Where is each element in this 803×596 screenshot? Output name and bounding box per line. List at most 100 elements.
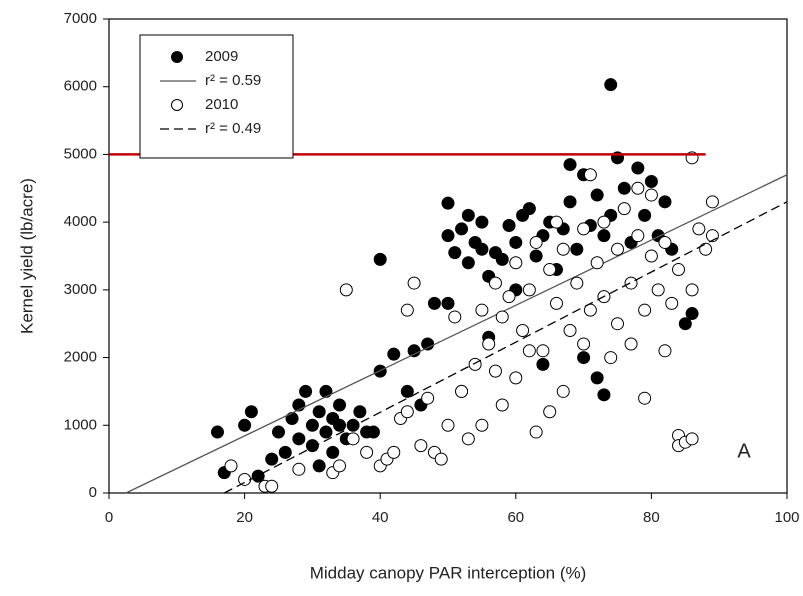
data-point: [644, 188, 658, 202]
data-point: [570, 242, 584, 256]
data-point: [475, 418, 489, 432]
legend-label: 2009: [205, 48, 238, 65]
data-point: [475, 215, 489, 229]
data-point: [468, 357, 482, 371]
data-point: [373, 252, 387, 266]
data-point: [624, 337, 638, 351]
data-point: [455, 222, 469, 236]
data-point: [522, 202, 536, 216]
data-point: [299, 384, 313, 398]
data-point: [387, 347, 401, 361]
data-point: [387, 445, 401, 459]
legend-label: r² = 0.59: [205, 72, 261, 89]
legend-marker: [171, 99, 183, 111]
fit-line: [223, 201, 788, 494]
x-axis-label: Midday canopy PAR interception (%): [310, 563, 587, 582]
data-point: [441, 418, 455, 432]
data-point: [441, 196, 455, 210]
data-point: [590, 188, 604, 202]
data-point: [685, 432, 699, 446]
data-point: [597, 388, 611, 402]
x-tick-label: 20: [236, 509, 253, 526]
fit-line: [125, 174, 788, 494]
data-point: [475, 303, 489, 317]
data-point: [238, 418, 252, 432]
data-point: [556, 384, 570, 398]
data-point: [251, 469, 265, 483]
x-tick-label: 80: [643, 509, 660, 526]
data-point: [305, 439, 319, 453]
data-point: [488, 276, 502, 290]
data-point: [590, 256, 604, 270]
y-tick-label: 0: [89, 484, 97, 501]
data-point: [638, 208, 652, 222]
data-point: [333, 459, 347, 473]
data-point: [502, 219, 516, 233]
data-point: [631, 229, 645, 243]
data-point: [353, 405, 367, 419]
data-point: [631, 181, 645, 195]
data-point: [319, 425, 333, 439]
data-point: [333, 398, 347, 412]
legend-marker: [171, 51, 183, 63]
data-point: [638, 303, 652, 317]
data-point: [665, 296, 679, 310]
data-point: [570, 276, 584, 290]
data-point: [400, 384, 414, 398]
data-point: [638, 391, 652, 405]
data-point: [285, 412, 299, 426]
legend-label: r² = 0.49: [205, 120, 261, 137]
data-point: [590, 371, 604, 385]
data-point: [305, 418, 319, 432]
y-tick-label: 6000: [64, 78, 97, 95]
data-point: [495, 398, 509, 412]
data-point: [624, 276, 638, 290]
data-point: [312, 405, 326, 419]
data-point: [536, 344, 550, 358]
data-point: [631, 161, 645, 175]
data-point: [400, 405, 414, 419]
data-point: [448, 246, 462, 260]
x-tick-label: 100: [774, 509, 799, 526]
data-point: [427, 296, 441, 310]
plot-frame: [108, 18, 788, 494]
data-point: [292, 432, 306, 446]
data-point: [238, 472, 252, 486]
data-point: [495, 310, 509, 324]
data-point: [617, 181, 631, 195]
y-tick-label: 2000: [64, 349, 97, 366]
data-point: [400, 303, 414, 317]
data-point: [705, 195, 719, 209]
data-point: [658, 195, 672, 209]
y-tick-label: 5000: [64, 145, 97, 162]
data-point: [685, 283, 699, 297]
data-point: [210, 425, 224, 439]
y-tick-label: 7000: [64, 10, 97, 27]
data-point: [319, 384, 333, 398]
data-point: [509, 371, 523, 385]
x-tick-label: 0: [105, 509, 113, 526]
data-point: [658, 344, 672, 358]
data-point: [577, 337, 591, 351]
data-point: [644, 175, 658, 189]
data-point: [577, 351, 591, 365]
data-point: [658, 235, 672, 249]
data-point: [455, 384, 469, 398]
data-point: [529, 425, 543, 439]
data-point: [495, 252, 509, 266]
data-point: [604, 351, 618, 365]
data-point: [692, 222, 706, 236]
data-point: [611, 242, 624, 256]
data-point: [448, 310, 462, 324]
data-point: [346, 418, 360, 432]
data-point: [333, 418, 347, 432]
data-point: [461, 432, 475, 446]
data-point: [407, 344, 421, 358]
data-point: [265, 479, 279, 493]
data-point: [563, 158, 577, 172]
data-point: [346, 432, 360, 446]
data-point: [461, 256, 475, 270]
data-point: [312, 459, 326, 473]
data-point: [522, 283, 536, 297]
